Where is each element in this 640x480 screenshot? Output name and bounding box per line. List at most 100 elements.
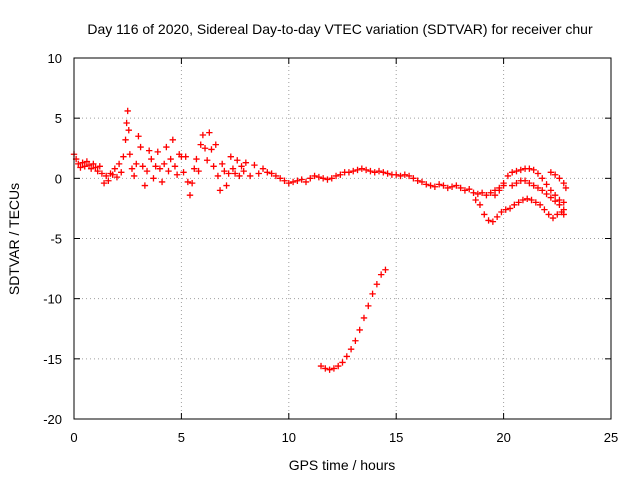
data-point xyxy=(92,164,99,171)
data-point xyxy=(180,169,187,176)
data-point xyxy=(457,184,464,192)
data-point xyxy=(560,179,567,187)
data-point xyxy=(188,179,196,187)
data-point xyxy=(427,182,434,189)
data-point xyxy=(476,201,484,209)
data-point xyxy=(556,201,563,209)
data-point xyxy=(118,169,125,176)
data-point xyxy=(431,183,439,190)
data-point xyxy=(193,155,200,163)
data-point xyxy=(369,290,376,298)
data-point xyxy=(401,171,408,178)
data-point xyxy=(219,160,226,168)
data-point xyxy=(259,165,267,172)
data-point xyxy=(513,167,520,175)
data-point xyxy=(500,179,507,187)
grid xyxy=(74,58,611,419)
data-point xyxy=(498,208,505,216)
data-point xyxy=(87,165,95,172)
data-point xyxy=(143,167,151,175)
data-point xyxy=(332,172,340,180)
data-point xyxy=(489,218,497,225)
data-point xyxy=(556,175,563,182)
data-point xyxy=(197,141,204,148)
data-point xyxy=(191,165,198,172)
data-point xyxy=(201,145,209,152)
data-point xyxy=(384,170,391,177)
data-point xyxy=(98,170,106,177)
data-point xyxy=(302,178,310,186)
data-point xyxy=(184,178,192,186)
data-point xyxy=(111,165,119,172)
x-tick-label: 20 xyxy=(496,430,510,445)
data-point xyxy=(223,182,230,189)
y-tick-label: 5 xyxy=(55,111,62,126)
data-point xyxy=(125,127,132,134)
data-point xyxy=(75,160,82,168)
data-point xyxy=(236,172,243,180)
data-point xyxy=(145,147,153,154)
data-point xyxy=(526,165,533,172)
data-point xyxy=(210,163,217,170)
y-tick-label: -5 xyxy=(50,232,62,247)
data-point xyxy=(487,189,494,196)
data-point xyxy=(485,217,492,224)
data-point xyxy=(410,175,417,182)
data-point xyxy=(281,177,288,184)
data-point xyxy=(268,170,275,177)
data-point xyxy=(324,176,331,183)
data-point xyxy=(238,163,245,170)
x-tick-label: 15 xyxy=(389,430,403,445)
data-point xyxy=(96,163,103,170)
y-axis-label: SDTVAR / TECUs xyxy=(6,183,22,295)
data-point xyxy=(513,179,520,187)
data-point xyxy=(113,173,121,181)
data-point xyxy=(470,189,477,196)
data-point xyxy=(551,191,559,199)
data-point xyxy=(94,167,101,175)
ticks: 0 5 10 15 20 25 -20 -15 -10 -5 0 5 10 xyxy=(43,51,618,445)
x-tick-label: 10 xyxy=(282,430,296,445)
data-point xyxy=(502,206,509,213)
data-point xyxy=(289,178,297,186)
data-point xyxy=(343,353,350,360)
data-point xyxy=(375,167,383,175)
data-point xyxy=(519,196,527,204)
data-point xyxy=(240,167,247,175)
data-point xyxy=(182,153,189,160)
data-point xyxy=(264,169,271,176)
data-point xyxy=(547,194,555,201)
data-point xyxy=(481,211,488,218)
data-point xyxy=(547,169,555,176)
data-point xyxy=(360,314,368,322)
data-point xyxy=(156,165,164,172)
data-point xyxy=(397,172,404,180)
data-point xyxy=(543,181,550,188)
data-point xyxy=(530,182,537,189)
data-point xyxy=(165,167,172,175)
data-point xyxy=(115,160,123,168)
data-point xyxy=(317,362,325,370)
data-point xyxy=(100,179,108,187)
data-point xyxy=(123,119,130,127)
data-point xyxy=(517,166,524,174)
data-point xyxy=(549,214,557,222)
data-point xyxy=(214,172,222,180)
x-tick-label: 5 xyxy=(178,430,185,445)
data-point xyxy=(335,362,342,370)
data-point xyxy=(528,196,535,204)
data-point xyxy=(511,201,518,209)
data-point xyxy=(371,169,378,176)
data-point xyxy=(135,133,142,140)
data-point xyxy=(515,199,522,206)
data-point xyxy=(496,187,503,194)
data-point xyxy=(423,181,430,188)
data-point xyxy=(448,183,456,190)
data-point xyxy=(352,337,359,344)
data-point xyxy=(560,206,567,213)
data-point xyxy=(173,171,181,178)
data-point xyxy=(508,182,516,189)
data-point xyxy=(150,175,157,182)
data-point xyxy=(339,359,346,366)
data-point xyxy=(551,171,559,178)
